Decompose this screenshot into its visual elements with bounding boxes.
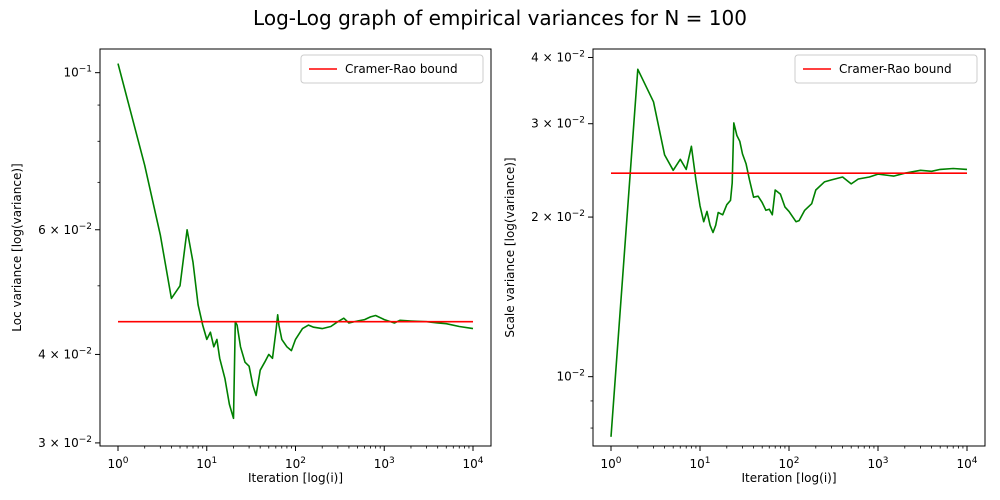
- x-tick-label-1: 100: [600, 456, 621, 471]
- legend: Cramer-Rao bound: [794, 54, 978, 84]
- series-line-1: [610, 68, 968, 437]
- chart-panel-1: 100 101 102 103 104 10−1 6 × 10−2 4 × 10−2 3 × 1…: [10, 48, 492, 485]
- x-tick-label-2: 101: [196, 456, 217, 471]
- y-axis-label: Loc variance [log(variance)]: [10, 163, 24, 331]
- legend: Cramer-Rao bound: [300, 54, 484, 84]
- y-tick-label-1: 10−1: [63, 65, 92, 80]
- axes-frame: [592, 48, 986, 447]
- x-tick-label-4: 103: [867, 456, 888, 471]
- y-tick-label-4: 3 × 10−2: [38, 435, 92, 450]
- x-tick-label-4: 103: [374, 456, 395, 471]
- y-tick-label-1: 4 × 10−2: [531, 49, 585, 64]
- legend-label: Cramer-Rao bound: [839, 62, 952, 76]
- axes-frame: [99, 48, 492, 447]
- y-tick-label-3: 2 × 10−2: [531, 209, 585, 224]
- legend-box: [300, 54, 484, 84]
- x-tick-label-3: 102: [778, 456, 799, 471]
- legend-box: [794, 54, 978, 84]
- chart-panel-2: 100 101 102 103 104 4 × 10−2 3 × 10−2 2 × 10−2 1…: [503, 48, 986, 485]
- y-tick-label-2: 6 × 10−2: [38, 222, 92, 237]
- legend-label: Cramer-Rao bound: [345, 62, 458, 76]
- y-tick-label-3: 4 × 10−2: [38, 346, 92, 361]
- x-axis-label: Iteration [log(i)]: [741, 471, 836, 485]
- x-tick-label-1: 100: [107, 456, 128, 471]
- x-tick-label-5: 104: [956, 456, 977, 471]
- y-tick-label-2: 3 × 10−2: [531, 116, 585, 131]
- x-tick-label-5: 104: [462, 456, 483, 471]
- x-tick-label-3: 102: [285, 456, 306, 471]
- series-line-1: [117, 63, 474, 420]
- x-tick-label-2: 101: [689, 456, 710, 471]
- x-axis-label: Iteration [log(i)]: [248, 471, 343, 485]
- y-tick-label-4: 10−2: [556, 369, 585, 384]
- y-axis-label: Scale variance [log(variance)]: [503, 157, 517, 337]
- figure-title: Log-Log graph of empirical variances for…: [253, 6, 747, 30]
